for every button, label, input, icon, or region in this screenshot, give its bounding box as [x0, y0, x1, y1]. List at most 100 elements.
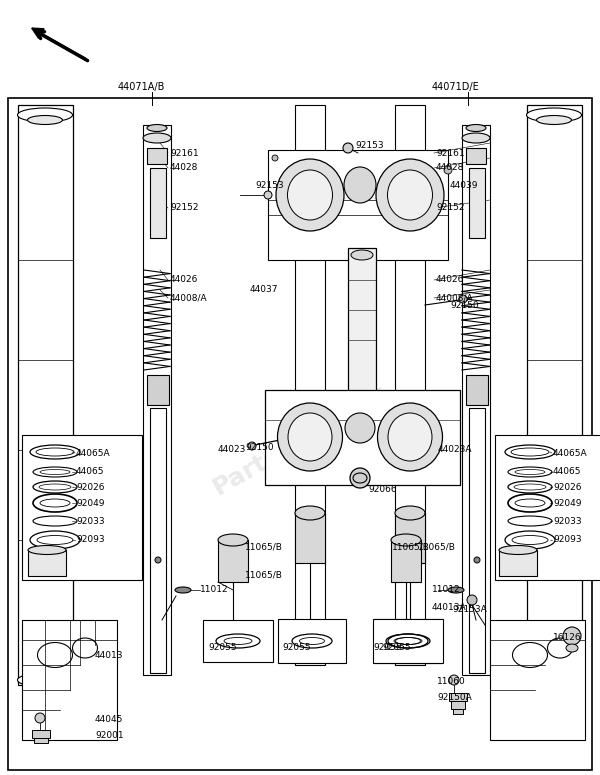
- Text: 92161: 92161: [436, 149, 464, 157]
- Bar: [453, 709, 463, 714]
- Text: 44008/A: 44008/A: [170, 294, 208, 302]
- Bar: [373, 619, 443, 663]
- Bar: [395, 105, 425, 665]
- Text: 92049: 92049: [76, 498, 104, 508]
- Ellipse shape: [395, 506, 425, 520]
- Text: 44071A/B: 44071A/B: [118, 82, 166, 92]
- Ellipse shape: [28, 546, 66, 554]
- Text: 11012: 11012: [432, 585, 461, 594]
- Bar: [469, 168, 485, 238]
- Text: 92026: 92026: [76, 483, 104, 491]
- Text: 92152: 92152: [436, 204, 464, 212]
- Bar: [143, 125, 171, 675]
- Text: 92033: 92033: [553, 516, 581, 525]
- Text: 44065A: 44065A: [553, 449, 587, 457]
- Ellipse shape: [143, 133, 171, 143]
- Ellipse shape: [17, 673, 73, 687]
- Text: 44039: 44039: [450, 181, 479, 190]
- Bar: [374, 619, 442, 663]
- Text: 11060: 11060: [437, 677, 466, 687]
- Bar: [278, 619, 346, 663]
- Bar: [295, 513, 325, 563]
- Ellipse shape: [376, 159, 444, 231]
- Text: 44065: 44065: [76, 467, 104, 477]
- Text: 92055: 92055: [382, 643, 410, 653]
- Text: 92093: 92093: [76, 536, 104, 545]
- Bar: [527, 105, 582, 685]
- Ellipse shape: [288, 413, 332, 461]
- Ellipse shape: [448, 587, 464, 593]
- Text: 44026: 44026: [170, 275, 199, 284]
- Ellipse shape: [527, 108, 581, 122]
- Ellipse shape: [536, 115, 571, 125]
- Circle shape: [155, 557, 161, 563]
- Ellipse shape: [277, 403, 343, 471]
- Circle shape: [449, 675, 459, 685]
- Bar: [462, 125, 490, 675]
- Text: 11065/B: 11065/B: [392, 542, 430, 552]
- Bar: [295, 105, 325, 665]
- Ellipse shape: [276, 159, 344, 231]
- Bar: [268, 150, 448, 260]
- Bar: [218, 540, 248, 582]
- Text: 92055: 92055: [373, 643, 401, 653]
- Ellipse shape: [351, 250, 373, 260]
- Text: 92055: 92055: [208, 643, 236, 653]
- Ellipse shape: [499, 546, 537, 554]
- Ellipse shape: [462, 133, 490, 143]
- Ellipse shape: [353, 473, 367, 483]
- Circle shape: [272, 155, 278, 161]
- Text: 92153A: 92153A: [452, 605, 487, 615]
- Text: 92152: 92152: [170, 204, 199, 212]
- Bar: [147, 148, 167, 164]
- Text: 44013: 44013: [95, 650, 124, 660]
- Ellipse shape: [175, 587, 191, 593]
- Ellipse shape: [566, 644, 578, 652]
- Bar: [18, 105, 73, 685]
- Bar: [466, 148, 486, 164]
- Text: 44065: 44065: [553, 467, 581, 477]
- Circle shape: [563, 627, 581, 645]
- Bar: [466, 375, 488, 405]
- Text: 16126: 16126: [553, 633, 581, 642]
- Text: 44026: 44026: [436, 275, 464, 284]
- Ellipse shape: [17, 108, 73, 122]
- Bar: [147, 375, 169, 405]
- Bar: [469, 408, 485, 673]
- Text: PartsRepublik: PartsRepublik: [208, 381, 392, 500]
- Text: 11065/B: 11065/B: [245, 570, 283, 580]
- Bar: [22, 435, 142, 580]
- Ellipse shape: [218, 534, 248, 546]
- Bar: [451, 701, 465, 709]
- Ellipse shape: [377, 403, 443, 471]
- Text: 92153: 92153: [355, 140, 383, 150]
- Circle shape: [35, 713, 45, 723]
- Text: 92150A: 92150A: [437, 694, 472, 702]
- Ellipse shape: [287, 170, 332, 220]
- Bar: [150, 408, 166, 673]
- Ellipse shape: [388, 170, 433, 220]
- Text: 11065/B: 11065/B: [418, 542, 456, 552]
- Bar: [495, 435, 600, 580]
- Ellipse shape: [345, 413, 375, 443]
- Bar: [28, 550, 66, 576]
- Text: 92055: 92055: [282, 643, 311, 653]
- Text: 11065/B: 11065/B: [245, 542, 283, 552]
- Text: 92049: 92049: [553, 498, 581, 508]
- Circle shape: [459, 295, 467, 303]
- Bar: [391, 540, 421, 582]
- Ellipse shape: [344, 167, 376, 203]
- Text: 44013A: 44013A: [432, 602, 467, 611]
- Bar: [32, 730, 50, 738]
- Ellipse shape: [28, 115, 62, 125]
- Circle shape: [343, 143, 353, 153]
- Text: 44045: 44045: [95, 715, 124, 725]
- Bar: [490, 620, 585, 740]
- Text: 92150: 92150: [245, 443, 274, 452]
- Text: 92066: 92066: [368, 485, 397, 494]
- Text: 44028: 44028: [436, 164, 464, 173]
- Ellipse shape: [388, 413, 432, 461]
- Ellipse shape: [527, 673, 581, 687]
- Text: 44065A: 44065A: [76, 449, 110, 457]
- Circle shape: [350, 468, 370, 488]
